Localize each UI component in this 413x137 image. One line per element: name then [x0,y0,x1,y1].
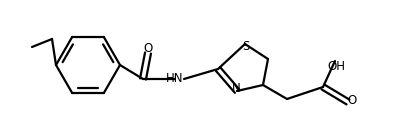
Text: OH: OH [326,61,344,73]
Text: O: O [143,42,152,55]
Text: N: N [231,82,240,95]
Text: S: S [242,41,249,54]
Text: HN: HN [166,72,183,85]
Text: O: O [347,95,356,108]
